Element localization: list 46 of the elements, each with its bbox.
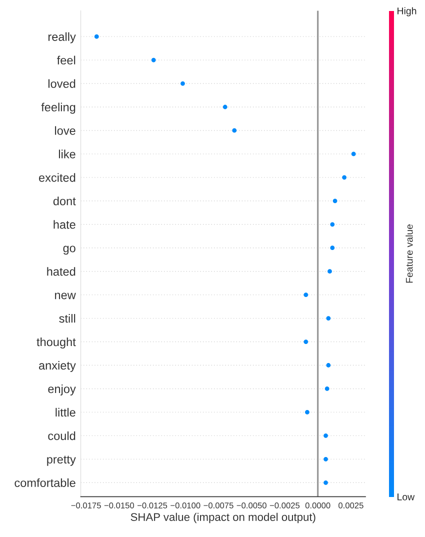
x-tick-label: −0.0100 bbox=[170, 502, 200, 508]
point bbox=[332, 198, 338, 204]
x-tick-label: −0.0050 bbox=[236, 502, 266, 508]
y-tick-label: could bbox=[48, 431, 76, 440]
y-tick-label: loved bbox=[48, 79, 76, 88]
y-tick-label: pretty bbox=[47, 456, 76, 466]
x-tick-label: −0.0150 bbox=[104, 502, 134, 508]
point bbox=[222, 104, 228, 110]
y-tick-label: like bbox=[58, 150, 76, 158]
y-tick-label: hated bbox=[47, 267, 76, 276]
y-tick-label: comfortable bbox=[14, 478, 76, 488]
point bbox=[232, 128, 237, 133]
point bbox=[180, 81, 185, 86]
x-tick-label: −0.0175 bbox=[71, 502, 101, 508]
y-tick-label: enjoy bbox=[48, 384, 76, 396]
y-tick-label: new bbox=[55, 292, 76, 300]
y-tick-label: feel bbox=[57, 56, 76, 64]
y-tick-label: dont bbox=[53, 196, 76, 206]
y-tick-label: feeling bbox=[41, 102, 76, 114]
color-bar-label: Low bbox=[398, 494, 415, 500]
y-tick-label: anxiety bbox=[38, 360, 76, 372]
point bbox=[324, 456, 328, 462]
x-axis-title: SHAP value (impact on model output) bbox=[130, 512, 316, 524]
y-tick-label: still bbox=[59, 314, 76, 323]
point bbox=[330, 222, 335, 227]
y-tick-label: excited bbox=[38, 173, 76, 182]
x-tick-label: −0.0025 bbox=[270, 502, 300, 508]
point bbox=[330, 246, 335, 250]
x-tick-label: −0.0075 bbox=[204, 502, 234, 508]
y-tick-label: hate bbox=[54, 220, 76, 229]
point bbox=[328, 269, 332, 274]
x-tick-label: 0.0000 bbox=[305, 502, 330, 508]
color-bar-title: Feature value bbox=[406, 224, 413, 283]
color-bar-label: High bbox=[398, 7, 416, 16]
point bbox=[94, 34, 99, 39]
y-tick-label: love bbox=[55, 126, 76, 135]
point bbox=[351, 152, 356, 156]
y-tick-label: go bbox=[63, 246, 76, 255]
point bbox=[151, 58, 156, 62]
x-tick-label: −0.0125 bbox=[138, 502, 168, 508]
x-tick-label: 0.0025 bbox=[338, 502, 364, 508]
y-tick-label: little bbox=[56, 408, 76, 417]
point bbox=[324, 480, 328, 485]
point bbox=[342, 175, 347, 180]
y-tick-label: thought bbox=[36, 337, 76, 348]
y-tick-label: really bbox=[48, 32, 76, 44]
